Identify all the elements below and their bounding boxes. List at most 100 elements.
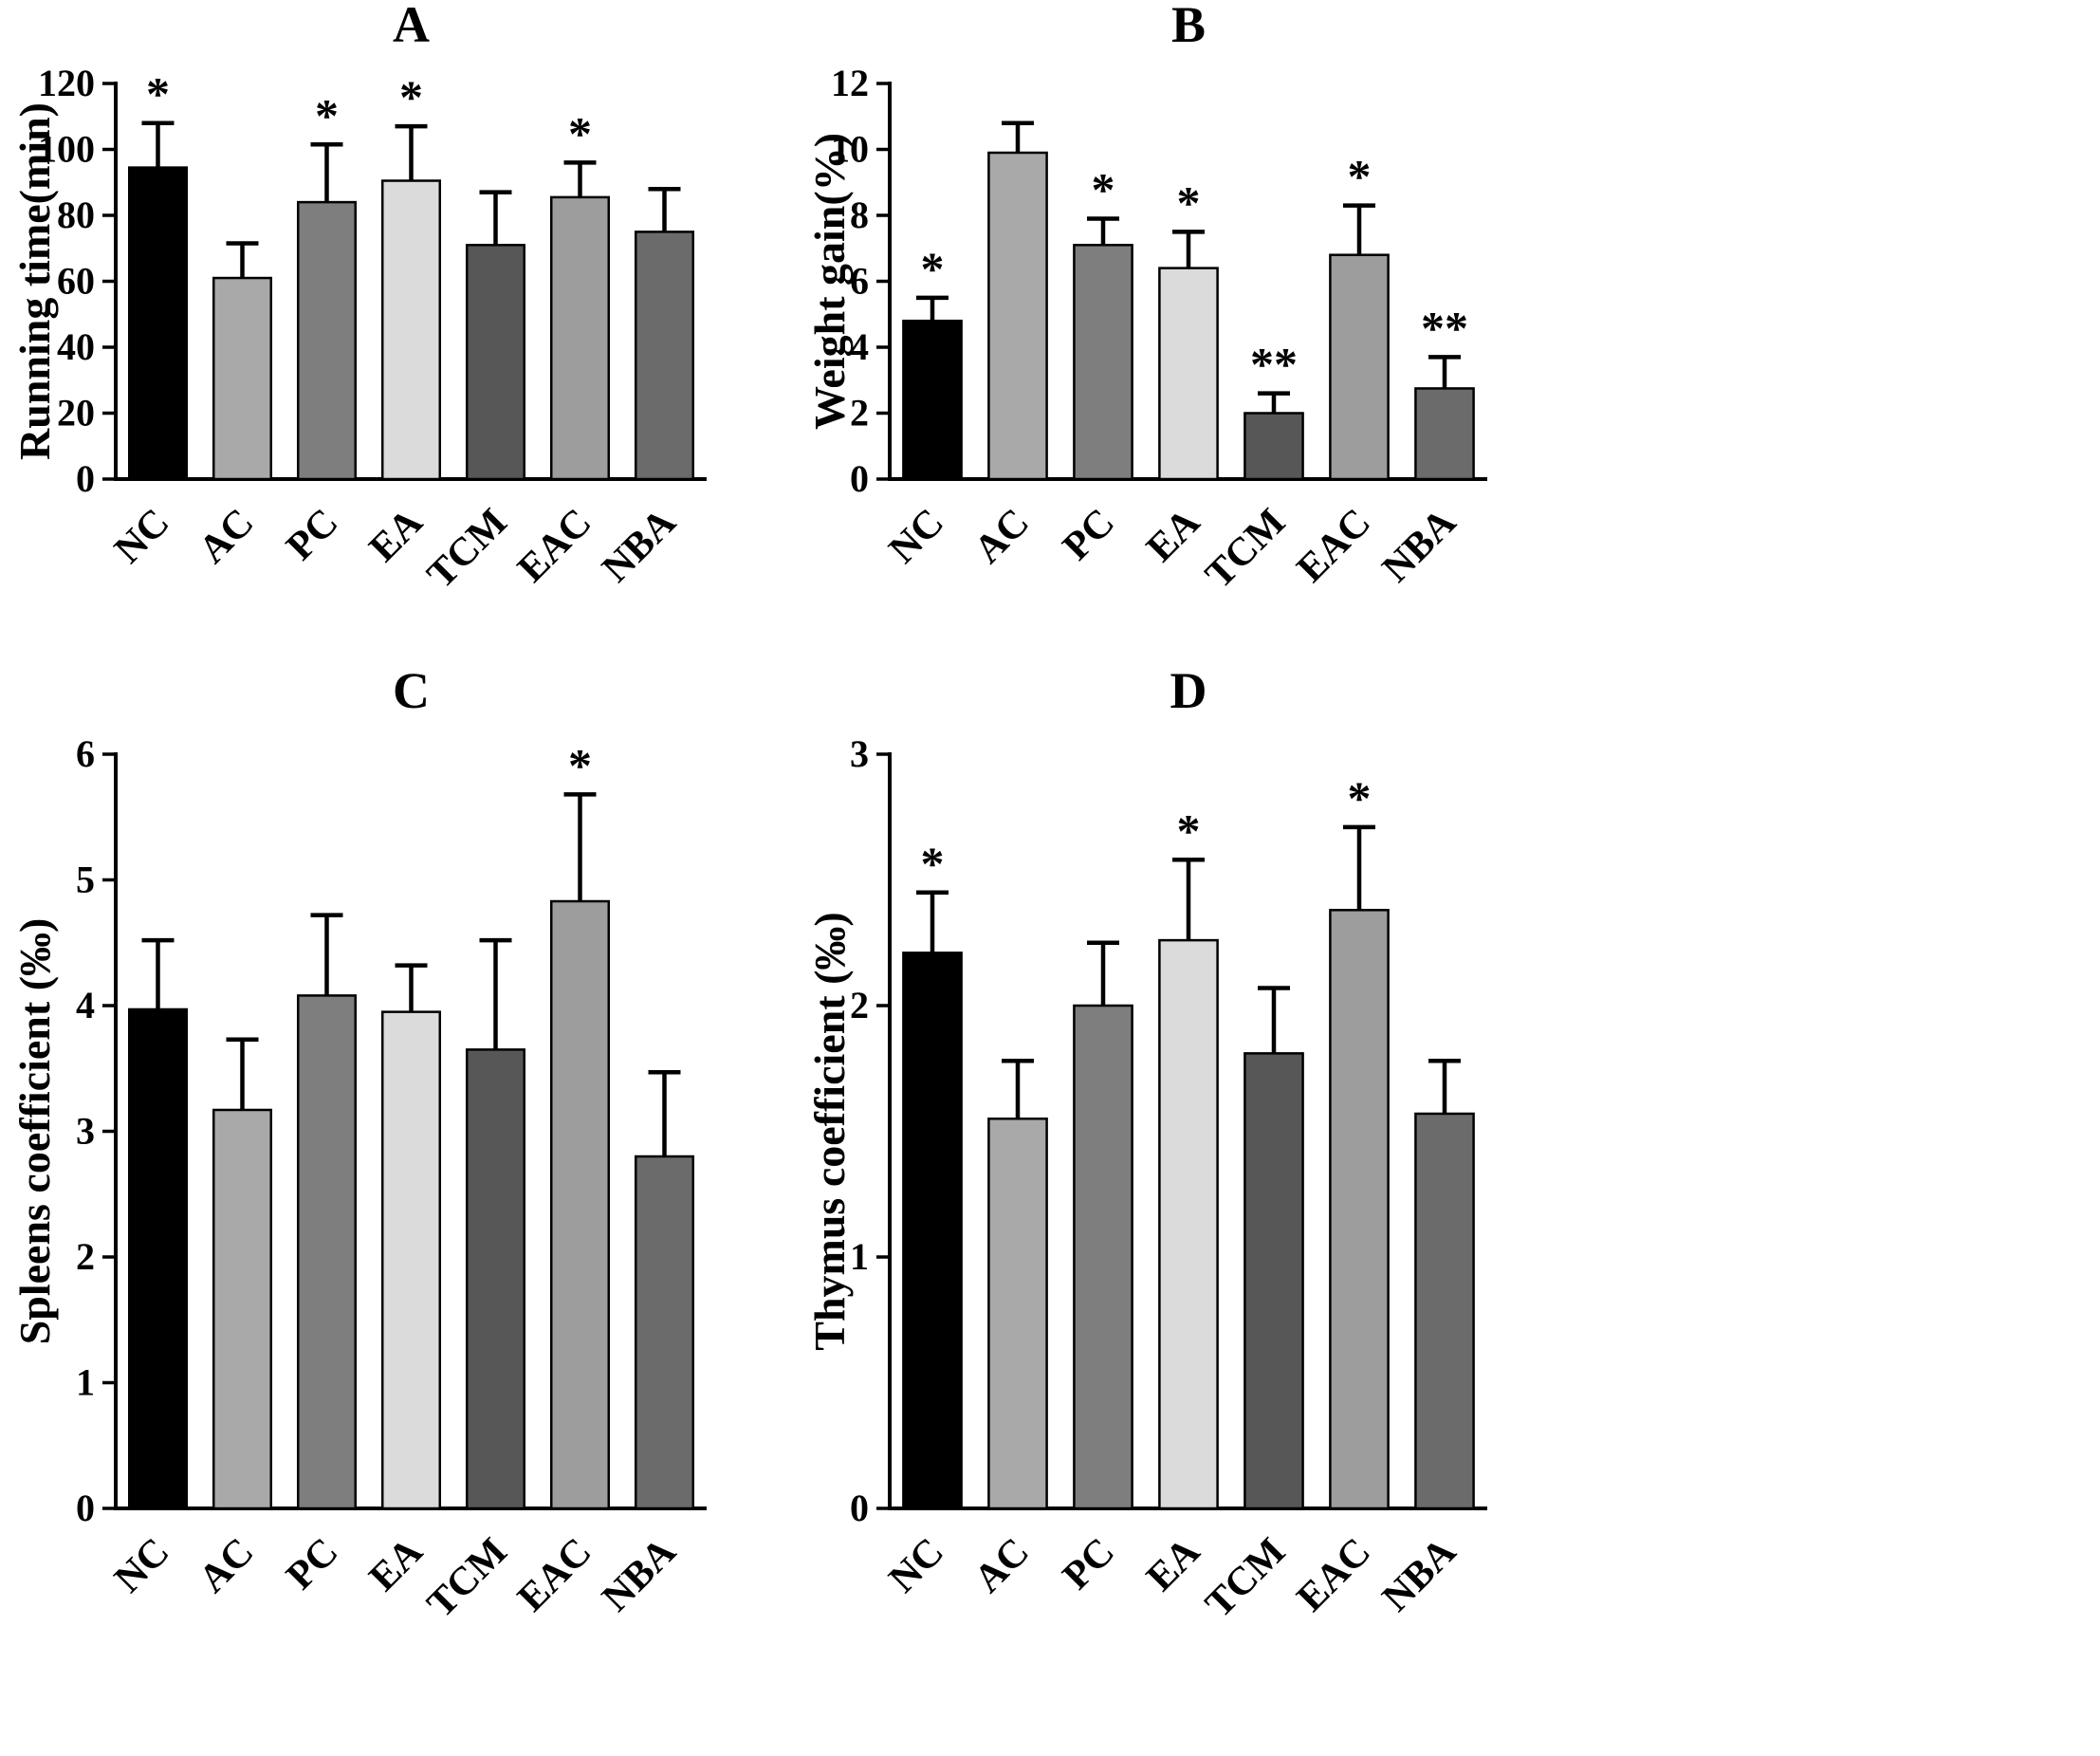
y-tick-label: 4 bbox=[850, 325, 869, 368]
y-tick-label: 10 bbox=[831, 128, 869, 171]
y-tick-label: 12 bbox=[831, 62, 869, 104]
bar-tcm bbox=[1243, 412, 1304, 481]
x-category-label-tcm: TCM bbox=[419, 1530, 516, 1627]
bar-pc bbox=[296, 994, 358, 1510]
x-category-label-tcm: TCM bbox=[1197, 1530, 1294, 1627]
x-category-label-ac: AC bbox=[967, 1530, 1038, 1601]
y-tick-label: 6 bbox=[76, 732, 95, 775]
significance-star-eac: * bbox=[568, 106, 592, 159]
y-axis-label: Spleens coefficient (‰) bbox=[10, 918, 59, 1345]
significance-star-nba: ** bbox=[1421, 301, 1468, 354]
x-category-label-ea: EA bbox=[1138, 1529, 1208, 1599]
bar-ac bbox=[212, 276, 273, 481]
y-tick-label: 0 bbox=[76, 1487, 95, 1529]
y-tick-label: 6 bbox=[850, 260, 869, 303]
y-axis-label: Thymus coefficient (‰) bbox=[806, 912, 854, 1350]
y-axis-label: Weight gain(%) bbox=[806, 133, 854, 430]
significance-star-pc: * bbox=[315, 88, 339, 141]
chart-panel-b: B Weight gain(%) 0 2 4 6 8 10 12 * NC AC * PC * EA ** TCM… bbox=[806, 0, 1487, 597]
y-tick-label: 1 bbox=[850, 1235, 869, 1278]
significance-star-tcm: ** bbox=[1250, 338, 1298, 391]
x-category-label-eac: EAC bbox=[509, 1530, 599, 1620]
bar-eac bbox=[549, 195, 611, 481]
bar-pc bbox=[296, 200, 358, 481]
bar-nc bbox=[902, 952, 963, 1510]
bar-nba bbox=[634, 231, 695, 481]
x-category-label-nc: NC bbox=[106, 1530, 177, 1601]
bar-nba bbox=[1414, 387, 1475, 481]
y-tick-label: 5 bbox=[76, 859, 95, 901]
y-tick-label: 100 bbox=[38, 128, 95, 171]
bar-tcm bbox=[465, 244, 526, 481]
bar-tcm bbox=[1243, 1052, 1304, 1510]
y-tick-label: 20 bbox=[57, 392, 95, 434]
x-category-label-pc: PC bbox=[278, 501, 346, 569]
y-tick-label: 40 bbox=[57, 325, 95, 368]
bar-eac bbox=[1329, 253, 1390, 481]
x-category-label-pc: PC bbox=[278, 1530, 346, 1599]
y-tick-label: 0 bbox=[850, 457, 869, 500]
bar-ac bbox=[987, 151, 1048, 481]
bar-ac bbox=[987, 1118, 1048, 1510]
x-category-label-ea: EA bbox=[361, 500, 432, 570]
y-tick-label: 2 bbox=[76, 1235, 95, 1278]
y-tick-label: 60 bbox=[57, 260, 95, 303]
chart-panel-c: C Spleens coefficient (‰) 0 1 2 3 4 5 6 NC AC PC EAT… bbox=[10, 664, 707, 1627]
bar-nc bbox=[127, 166, 189, 481]
significance-star-nc: * bbox=[921, 837, 945, 890]
significance-star-ea: * bbox=[1177, 176, 1201, 229]
panel-title: D bbox=[1170, 664, 1207, 719]
x-category-label-nba: NBA bbox=[594, 500, 685, 591]
bar-ea bbox=[380, 179, 442, 481]
significance-star-eac: * bbox=[568, 738, 592, 791]
x-category-label-eac: EAC bbox=[509, 501, 599, 591]
bar-nba bbox=[1414, 1112, 1475, 1510]
bar-ac bbox=[212, 1108, 273, 1510]
bar-nba bbox=[634, 1155, 695, 1510]
significance-star-ea: * bbox=[399, 70, 423, 123]
bar-ea bbox=[1158, 267, 1219, 481]
x-category-label-eac: EAC bbox=[1289, 1530, 1379, 1620]
y-tick-label: 3 bbox=[76, 1110, 95, 1153]
y-axis-label: Running time(min) bbox=[10, 102, 59, 460]
y-tick-label: 4 bbox=[76, 984, 95, 1026]
x-category-label-ac: AC bbox=[191, 501, 262, 572]
x-category-label-ac: AC bbox=[191, 1530, 262, 1601]
panel-title: C bbox=[393, 664, 430, 719]
bar-ea bbox=[380, 1010, 442, 1510]
x-category-label-pc: PC bbox=[1055, 1530, 1123, 1599]
x-category-label-ea: EA bbox=[361, 1529, 432, 1599]
y-tick-label: 2 bbox=[850, 392, 869, 434]
bar-eac bbox=[1329, 909, 1390, 1510]
significance-star-eac: * bbox=[1348, 771, 1372, 824]
x-category-label-eac: EAC bbox=[1289, 501, 1379, 591]
significance-star-eac: * bbox=[1348, 150, 1372, 203]
y-tick-label: 1 bbox=[76, 1361, 95, 1404]
significance-star-pc: * bbox=[1092, 162, 1115, 215]
bar-tcm bbox=[465, 1048, 526, 1510]
panel-title: B bbox=[1171, 0, 1206, 53]
chart-panel-a: A Running time(min) 0 20 40 60 80 100 120 * NC AC * P… bbox=[10, 0, 707, 598]
x-category-label-pc: PC bbox=[1055, 501, 1123, 569]
y-tick-label: 0 bbox=[850, 1487, 869, 1529]
x-category-label-tcm: TCM bbox=[419, 501, 516, 598]
chart-panel-d: D Thymus coefficient (‰) 0 1 2 3 * NC AC PC * EATCM… bbox=[806, 664, 1487, 1627]
bar-ea bbox=[1158, 938, 1219, 1510]
significance-star-ea: * bbox=[1177, 804, 1201, 857]
significance-star-nc: * bbox=[146, 67, 170, 120]
bar-eac bbox=[549, 899, 611, 1510]
x-category-label-ea: EA bbox=[1138, 500, 1208, 570]
y-tick-label: 8 bbox=[850, 194, 869, 236]
x-category-label-ac: AC bbox=[967, 501, 1038, 572]
x-category-label-nc: NC bbox=[106, 501, 177, 572]
bar-nc bbox=[127, 1007, 189, 1510]
x-category-label-nba: NBA bbox=[1374, 500, 1465, 591]
panel-title: A bbox=[393, 0, 430, 53]
x-category-label-nba: NBA bbox=[594, 1529, 685, 1620]
bar-pc bbox=[1073, 244, 1133, 481]
y-tick-label: 3 bbox=[850, 732, 869, 775]
bar-nc bbox=[902, 319, 963, 481]
y-tick-label: 2 bbox=[850, 984, 869, 1026]
x-category-label-nc: NC bbox=[881, 1530, 952, 1601]
